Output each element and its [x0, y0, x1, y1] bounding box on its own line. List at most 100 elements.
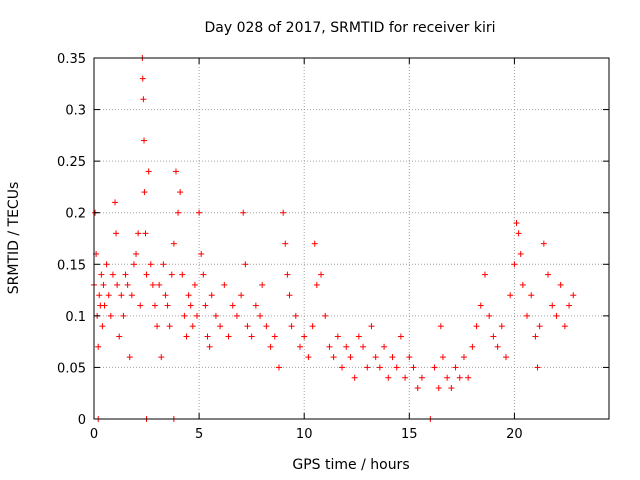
data-point [145, 168, 152, 175]
data-point [553, 312, 560, 319]
data-point [183, 333, 190, 340]
y-axis-label: SRMTID / TECUs [6, 182, 22, 295]
data-point [175, 209, 182, 216]
data-point [364, 364, 371, 371]
data-point [191, 281, 198, 288]
data-point [282, 240, 289, 247]
data-point [389, 354, 396, 361]
data-point [393, 364, 400, 371]
plot-frame [93, 57, 610, 420]
data-point [549, 302, 556, 309]
data-point [309, 323, 316, 330]
data-point [177, 189, 184, 196]
data-point [534, 364, 541, 371]
data-point [511, 261, 518, 268]
data-point [244, 323, 251, 330]
data-point [490, 333, 497, 340]
data-point [143, 271, 150, 278]
data-point [185, 292, 192, 299]
data-point [322, 312, 329, 319]
data-point [355, 333, 362, 340]
data-point [360, 343, 367, 350]
data-point [557, 281, 564, 288]
data-point [208, 292, 215, 299]
data-point [98, 271, 105, 278]
data-point [116, 333, 123, 340]
data-point [305, 354, 312, 361]
data-point [528, 292, 535, 299]
data-point [372, 354, 379, 361]
data-point [460, 354, 467, 361]
data-point [124, 281, 131, 288]
data-point [397, 333, 404, 340]
data-point [139, 75, 146, 82]
data-point [103, 261, 110, 268]
data-point [225, 333, 232, 340]
data-point [217, 323, 224, 330]
y-axis-ticks: 0 0.05 0.1 0.15 0.2 0.25 0.3 0.35 [57, 52, 609, 428]
data-point [242, 261, 249, 268]
data-point [473, 323, 480, 330]
data-point [99, 323, 106, 330]
data-point [126, 354, 133, 361]
data-point [240, 209, 247, 216]
data-point [151, 302, 158, 309]
data-point [112, 199, 119, 206]
data-point [263, 323, 270, 330]
data-point [513, 220, 520, 227]
data-point [149, 281, 156, 288]
data-point [130, 261, 137, 268]
data-point [515, 230, 522, 237]
x-tick-label: 10 [296, 427, 313, 442]
data-point [172, 168, 179, 175]
data-point [248, 333, 255, 340]
data-point [570, 292, 577, 299]
data-point [137, 302, 144, 309]
y-tick-label: 0.15 [57, 258, 86, 273]
data-point [498, 323, 505, 330]
data-point [168, 271, 175, 278]
data-point [259, 281, 266, 288]
data-point [435, 385, 442, 392]
data-point [164, 302, 171, 309]
x-tick-label: 5 [195, 427, 203, 442]
data-point [212, 312, 219, 319]
data-point [347, 354, 354, 361]
y-tick-label: 0.25 [57, 155, 86, 170]
data-point [330, 354, 337, 361]
data-point [206, 343, 213, 350]
data-point [120, 312, 127, 319]
data-point [147, 261, 154, 268]
y-tick-label: 0.05 [57, 361, 86, 376]
data-point [196, 209, 203, 216]
grid [94, 58, 609, 419]
data-point [140, 96, 147, 103]
data-point [162, 292, 169, 299]
data-point [410, 364, 417, 371]
data-point [221, 281, 228, 288]
data-point [566, 302, 573, 309]
data-point [339, 364, 346, 371]
y-tick-label: 0.35 [57, 52, 86, 67]
data-point [326, 343, 333, 350]
data-point [107, 312, 114, 319]
y-tick-label: 0 [78, 413, 86, 428]
data-point [368, 323, 375, 330]
data-point [561, 323, 568, 330]
data-point [158, 354, 165, 361]
data-point [257, 312, 264, 319]
data-point [166, 323, 173, 330]
data-point [95, 343, 102, 350]
data-point [481, 271, 488, 278]
data-point [198, 250, 205, 257]
data-point [334, 333, 341, 340]
data-point [284, 271, 291, 278]
data-point [448, 385, 455, 392]
data-point [376, 364, 383, 371]
data-point [187, 302, 194, 309]
data-point [494, 343, 501, 350]
data-point [402, 374, 409, 381]
y-tick-label: 0.2 [65, 207, 86, 222]
data-point [135, 230, 142, 237]
data-point [275, 364, 282, 371]
